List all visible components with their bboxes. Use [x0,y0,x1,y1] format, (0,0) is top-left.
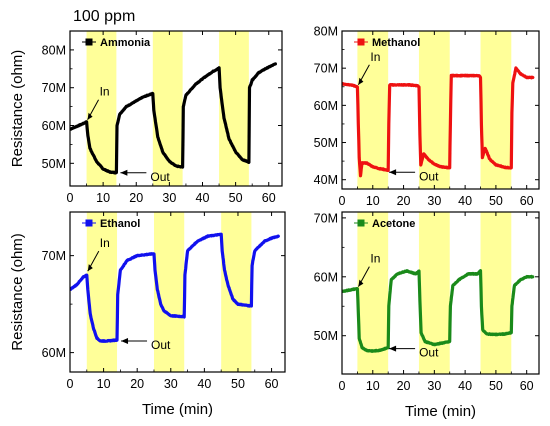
annotation-out-ammonia: Out [150,170,170,184]
x-tick-label-ammonia-30: 30 [162,191,176,205]
legend-ammonia: Ammonia [82,37,151,49]
panel-ammonia: 0 10 20 30 40 50 60 50M 60M 70M 80M Ammonia In Out Res… [9,30,283,205]
y-tick-label-ammonia-80: 80M [42,43,66,57]
annotation-out-ethanol: Out [151,338,171,352]
annotation-out-methanol: Out [419,169,439,183]
exposure-window-ethanol-1 [86,212,118,372]
x-tick-label-ethanol-0: 0 [67,377,74,391]
exposure-window-acetone-2 [418,212,450,374]
arrowhead-in-acetone [358,279,364,287]
x-axis-title-acetone: Time (min) [405,403,476,420]
x-tick-label-acetone-40: 40 [458,379,472,393]
x-tick-label-ammonia-40: 40 [196,191,210,205]
x-tick-label-methanol-20: 20 [397,194,411,208]
x-tick-label-methanol-10: 10 [366,194,380,208]
plot-frame-ammonia [69,30,283,187]
legend-acetone: Acetone [354,218,415,230]
series-line-acetone [342,269,535,353]
plot-frame-methanol [341,30,540,190]
x-tick-label-ammonia-50: 50 [229,191,243,205]
x-tick-label-ethanol-60: 60 [265,377,279,391]
arrowhead-in-methanol [358,77,364,85]
y-tick-label-methanol-60: 60M [314,99,338,113]
arrowhead-out-ammonia [120,169,128,176]
legend-label-ethanol: Ethanol [100,218,140,230]
legend-label-ammonia: Ammonia [100,37,151,49]
plot-frame-ethanol [69,211,286,373]
x-tick-label-methanol-40: 40 [458,194,472,208]
y-tick-label-ammonia-70: 70M [42,81,66,95]
x-tick-label-acetone-10: 10 [366,379,380,393]
annotation-out-acetone: Out [419,346,439,360]
x-tick-label-ammonia-0: 0 [67,191,74,205]
y-tick-label-methanol-40: 40M [314,173,338,187]
y-tick-label-methanol-80: 80M [314,25,338,39]
arrowhead-out-acetone [389,345,397,352]
y-tick-label-methanol-70: 70M [314,62,338,76]
x-tick-label-ammonia-20: 20 [129,191,143,205]
x-axis-title-ethanol: Time (min) [142,401,213,418]
x-tick-label-ethanol-10: 10 [97,377,111,391]
exposure-window-ethanol-3 [221,212,252,372]
x-tick-label-methanol-30: 30 [427,194,441,208]
legend-ethanol: Ethanol [82,218,140,230]
x-tick-label-methanol-50: 50 [489,194,503,208]
arrowhead-out-ethanol [121,337,129,344]
y-tick-label-methanol-50: 50M [314,136,338,150]
exposure-window-acetone-3 [480,212,512,374]
legend-marker-acetone [357,219,365,227]
series-line-ammonia [70,62,277,175]
y-tick-label-ammonia-60: 60M [42,119,66,133]
annotation-in-ammonia: In [100,85,110,99]
legend-marker-ammonia [85,38,93,46]
arrowhead-out-methanol [389,169,397,176]
x-tick-label-acetone-60: 60 [520,379,534,393]
concentration-label: 100 ppm [73,8,135,25]
x-tick-label-methanol-0: 0 [339,194,346,208]
x-tick-label-acetone-0: 0 [339,379,346,393]
x-tick-label-ammonia-60: 60 [262,191,276,205]
y-tick-label-ammonia-50: 50M [42,157,66,171]
x-tick-label-acetone-30: 30 [427,379,441,393]
x-tick-label-ammonia-10: 10 [96,191,110,205]
x-tick-label-ethanol-30: 30 [164,377,178,391]
arrowhead-in-ammonia [87,112,93,120]
annotation-in-ethanol: In [100,236,110,250]
panel-ethanol: 0 10 20 30 40 50 60 60M 70M Ethanol In Out Resistanc… [9,211,286,418]
x-tick-label-methanol-60: 60 [520,194,534,208]
y-tick-label-ethanol-70: 70M [42,249,66,263]
x-tick-label-ethanol-40: 40 [197,377,211,391]
series-line-ethanol [70,232,280,343]
arrowhead-in-ethanol [87,264,93,272]
exposure-window-ammonia-2 [152,31,183,186]
x-tick-label-ethanol-20: 20 [130,377,144,391]
x-tick-label-acetone-50: 50 [489,379,503,393]
y-tick-label-acetone-50: 50M [314,329,338,343]
x-tick-label-ethanol-50: 50 [231,377,245,391]
legend-marker-ethanol [85,219,93,227]
y-axis-title-ammonia: Resistance (ohm) [9,50,26,168]
x-tick-label-acetone-20: 20 [397,379,411,393]
annotation-in-methanol: In [370,50,380,64]
legend-label-methanol: Methanol [372,37,420,49]
legend-methanol: Methanol [354,37,420,49]
y-axis-title-ethanol: Resistance (ohm) [9,233,26,351]
y-tick-label-acetone-60: 60M [314,270,338,284]
series-line-methanol [342,66,535,178]
legend-marker-methanol [357,38,365,46]
y-tick-label-acetone-70: 70M [314,211,338,225]
y-tick-label-ethanol-60: 60M [42,346,66,360]
panel-acetone: 0 10 20 30 40 50 60 50M 60M 70M Acetone In Out Time (… [314,211,540,420]
annotation-in-acetone: In [370,252,380,266]
plot-frame-acetone [341,211,540,375]
legend-label-acetone: Acetone [372,218,415,230]
exposure-window-ammonia-1 [86,31,117,186]
